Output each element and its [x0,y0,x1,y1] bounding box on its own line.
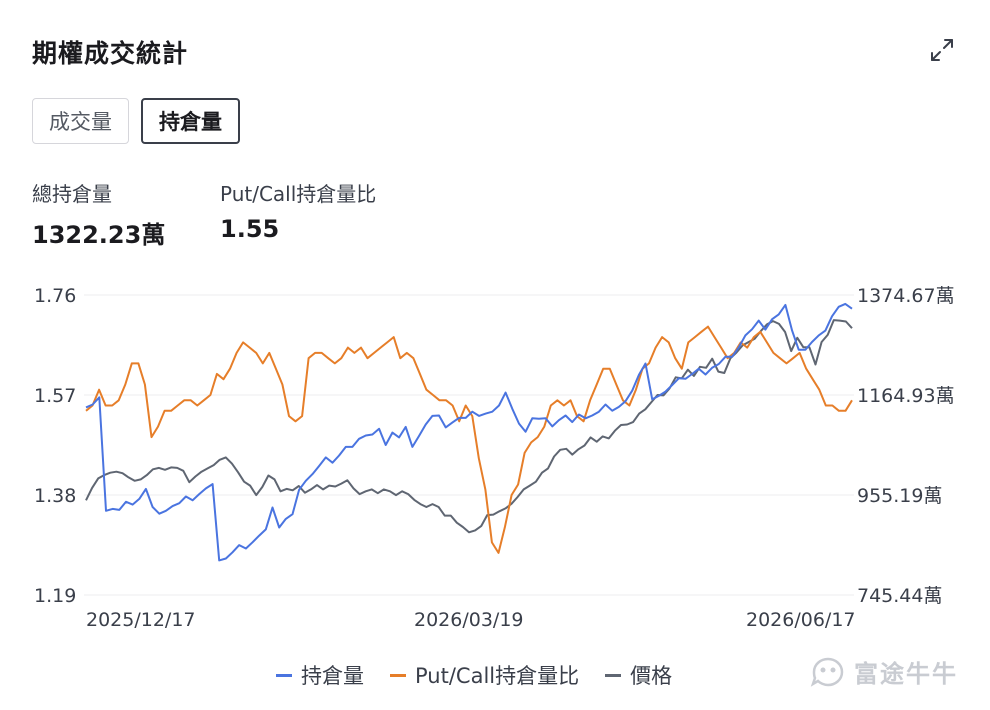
stat-value: 1322.23萬 [32,221,166,249]
stat-value: 1.55 [220,215,280,243]
tab-volume[interactable]: 成交量 [32,98,129,144]
tab-group: 成交量 持倉量 [32,98,240,144]
options-chart[interactable]: 1.76 1374.67萬 1.57 1164.93萬 1.38 955.19萬 1.19 7… [0,270,990,640]
legend-item-open-interest[interactable]: 持倉量 [276,660,364,690]
legend-label: Put/Call持倉量比 [415,664,580,688]
x-tick-label: 2026/03/19 [414,609,524,631]
stat-total-open-interest: 總持倉量 1322.23萬 [32,178,165,250]
stat-label: 總持倉量 [32,182,112,206]
y-left-tick-label: 1.38 [34,485,76,507]
legend-swatch [605,673,622,677]
expand-icon[interactable] [928,36,956,64]
y-left-tick-label: 1.57 [34,385,76,407]
legend-item-put-call-ratio[interactable]: Put/Call持倉量比 [390,660,579,690]
watermark-text: 富途牛牛 [854,660,958,688]
y-left-tick-label: 1.19 [34,585,76,607]
y-right-tick-label: 1374.67萬 [857,285,955,307]
y-right-tick-label: 1164.93萬 [857,385,955,407]
chart-labels: 1.76 1374.67萬 1.57 1164.93萬 1.38 955.19萬 1.19 7… [34,285,955,631]
chart-grid [84,294,854,596]
legend-swatch [390,673,406,677]
chart-legend: 持倉量 Put/Call持倉量比 價格 [276,660,698,690]
legend-label: 持倉量 [301,664,364,688]
legend-label: 價格 [630,664,673,688]
page-title: 期權成交統計 [32,39,189,68]
stat-label: Put/Call持倉量比 [220,182,377,206]
legend-item-price[interactable]: 價格 [605,660,672,690]
y-right-tick-label: 955.19萬 [857,485,942,507]
futu-logo-icon [810,657,844,687]
series-line-1 [85,325,853,554]
x-tick-label: 2026/06/17 [746,609,856,631]
x-tick-label: 2025/12/17 [86,609,196,631]
watermark: 富途牛牛 [810,654,958,689]
tab-open-interest[interactable]: 持倉量 [141,98,240,144]
stat-put-call-ratio: Put/Call持倉量比 1.55 [220,178,376,243]
chart-series [85,302,853,562]
y-left-tick-label: 1.76 [34,285,76,307]
series-line-2 [85,319,853,534]
y-right-tick-label: 745.44萬 [857,585,942,607]
legend-swatch [276,673,292,677]
series-line-0 [85,302,853,562]
